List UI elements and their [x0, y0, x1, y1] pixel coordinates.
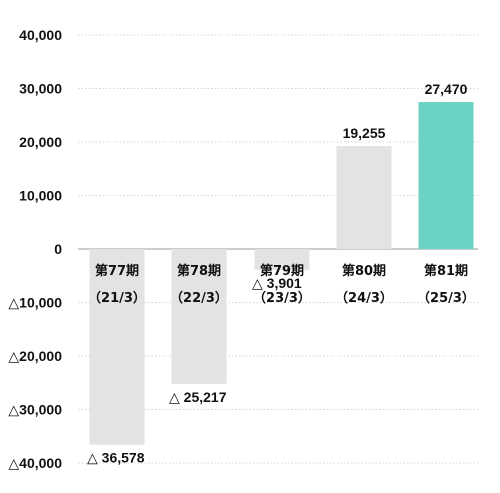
- y-tick-label: △30,000: [8, 402, 62, 418]
- bars: [89, 102, 474, 445]
- data-label: 19,255: [343, 125, 386, 141]
- category-label: 第78期: [177, 263, 221, 279]
- data-label: △ 25,217: [169, 389, 227, 405]
- period-label: （25/3）: [417, 290, 475, 306]
- category-label: 第77期: [95, 263, 139, 279]
- bar: [89, 249, 145, 445]
- data-label: 27,470: [425, 81, 468, 97]
- category-label: 第80期: [342, 263, 386, 279]
- period-label: （23/3）: [253, 290, 311, 306]
- y-tick-label: △40,000: [8, 455, 62, 471]
- bar: [336, 145, 392, 249]
- y-tick-label: 40,000: [19, 27, 62, 43]
- data-label: △ 3,901: [252, 275, 302, 291]
- bar: [254, 249, 310, 270]
- bar: [418, 102, 474, 250]
- category-label: 第79期: [260, 263, 304, 279]
- data-label: △ 36,578: [87, 450, 145, 466]
- y-tick-label: △10,000: [8, 295, 62, 311]
- bar: [171, 249, 227, 384]
- category-label: 第81期: [424, 263, 468, 279]
- y-tick-label: △20,000: [8, 348, 62, 364]
- period-label: （21/3）: [88, 290, 146, 306]
- labels: 40,000 30,000 20,000 10,000 0 △10,000 △20,000 △…: [8, 27, 475, 471]
- y-tick-label: 20,000: [19, 134, 62, 150]
- y-tick-label: 30,000: [19, 81, 62, 97]
- period-label: （22/3）: [170, 290, 228, 306]
- period-label: （24/3）: [335, 290, 393, 306]
- y-tick-label: 10,000: [19, 188, 62, 204]
- y-tick-label: 0: [54, 241, 62, 257]
